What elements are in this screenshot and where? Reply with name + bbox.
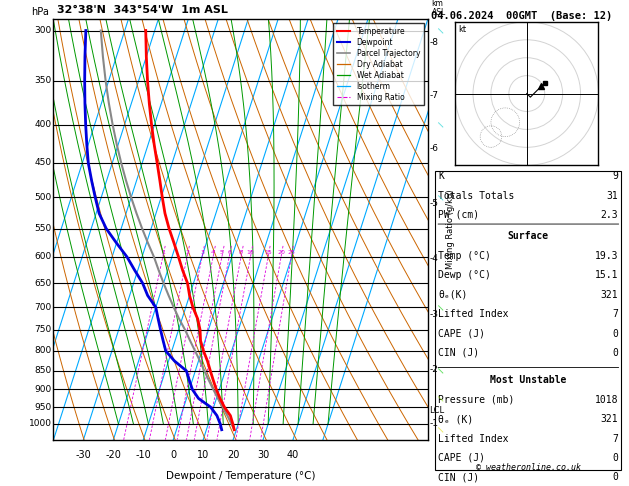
Text: Mixing Ratio (g/kg): Mixing Ratio (g/kg) (446, 190, 455, 269)
Text: 0: 0 (613, 329, 618, 339)
Text: kt: kt (459, 25, 467, 35)
Text: 0: 0 (613, 472, 618, 483)
Text: 600: 600 (35, 253, 52, 261)
Text: 350: 350 (35, 76, 52, 86)
Text: Dewpoint / Temperature (°C): Dewpoint / Temperature (°C) (166, 471, 315, 481)
Text: Pressure (mb): Pressure (mb) (438, 395, 515, 405)
Text: 0: 0 (613, 348, 618, 358)
Text: 20: 20 (277, 250, 285, 255)
Text: |: | (437, 367, 444, 374)
Text: |: | (437, 426, 444, 433)
Text: -8: -8 (430, 38, 438, 47)
Text: 1018: 1018 (595, 395, 618, 405)
Text: θₑ (K): θₑ (K) (438, 414, 474, 424)
Text: 950: 950 (35, 402, 52, 412)
Text: 321: 321 (601, 414, 618, 424)
Text: 7: 7 (613, 309, 618, 319)
Text: 550: 550 (35, 224, 52, 233)
Text: -3: -3 (430, 310, 438, 319)
Text: -4: -4 (430, 254, 438, 263)
Text: 850: 850 (35, 366, 52, 375)
Text: km
ASL: km ASL (431, 0, 446, 17)
Text: Lifted Index: Lifted Index (438, 434, 509, 444)
Text: 04.06.2024  00GMT  (Base: 12): 04.06.2024 00GMT (Base: 12) (431, 11, 612, 21)
Text: Lifted Index: Lifted Index (438, 309, 509, 319)
Text: 25: 25 (287, 250, 295, 255)
Text: CIN (J): CIN (J) (438, 472, 479, 483)
Text: |: | (437, 194, 444, 201)
Text: 400: 400 (35, 120, 52, 129)
Text: |: | (437, 395, 444, 402)
Text: 9: 9 (613, 171, 618, 181)
Text: -30: -30 (75, 451, 91, 460)
Text: 3: 3 (200, 250, 204, 255)
Text: 15: 15 (264, 250, 272, 255)
Text: 10: 10 (197, 451, 209, 460)
Text: 0: 0 (613, 453, 618, 463)
Text: 7: 7 (613, 434, 618, 444)
Text: 2.3: 2.3 (601, 210, 618, 220)
Text: 4: 4 (211, 250, 215, 255)
Text: Totals Totals: Totals Totals (438, 191, 515, 201)
Text: hPa: hPa (31, 7, 49, 17)
Text: 650: 650 (35, 278, 52, 288)
Legend: Temperature, Dewpoint, Parcel Trajectory, Dry Adiabat, Wet Adiabat, Isotherm, Mi: Temperature, Dewpoint, Parcel Trajectory… (333, 23, 424, 105)
Text: -5: -5 (430, 199, 438, 208)
Text: 32°38'N  343°54'W  1m ASL: 32°38'N 343°54'W 1m ASL (57, 5, 228, 15)
Text: © weatheronline.co.uk: © weatheronline.co.uk (476, 463, 581, 472)
Text: 321: 321 (601, 290, 618, 300)
Text: 450: 450 (35, 158, 52, 168)
Text: PW (cm): PW (cm) (438, 210, 479, 220)
Text: 800: 800 (35, 347, 52, 355)
Text: 1: 1 (161, 250, 165, 255)
Text: 0: 0 (170, 451, 176, 460)
Text: -2: -2 (430, 365, 438, 374)
Text: -10: -10 (135, 451, 151, 460)
Text: |: | (437, 304, 444, 311)
Text: 500: 500 (35, 193, 52, 202)
Text: 1000: 1000 (28, 419, 52, 428)
Text: 15.1: 15.1 (595, 270, 618, 280)
Text: 40: 40 (287, 451, 299, 460)
Text: -20: -20 (106, 451, 121, 460)
Text: 5: 5 (220, 250, 224, 255)
Text: 31: 31 (606, 191, 618, 201)
Text: -6: -6 (430, 144, 438, 154)
Text: CAPE (J): CAPE (J) (438, 329, 486, 339)
Text: CIN (J): CIN (J) (438, 348, 479, 358)
Text: Dewp (°C): Dewp (°C) (438, 270, 491, 280)
Text: 6: 6 (227, 250, 231, 255)
Text: 8: 8 (239, 250, 243, 255)
Text: 19.3: 19.3 (595, 251, 618, 261)
Text: 900: 900 (35, 385, 52, 394)
Text: CAPE (J): CAPE (J) (438, 453, 486, 463)
Text: -1: -1 (430, 419, 438, 428)
Text: |: | (437, 121, 444, 128)
Text: 2: 2 (185, 250, 189, 255)
Text: -7: -7 (430, 91, 438, 100)
Text: 30: 30 (257, 451, 269, 460)
Text: Surface: Surface (508, 231, 549, 242)
Text: 300: 300 (35, 26, 52, 35)
Text: θₑ(K): θₑ(K) (438, 290, 468, 300)
Text: Temp (°C): Temp (°C) (438, 251, 491, 261)
Text: Most Unstable: Most Unstable (490, 375, 567, 385)
Text: 20: 20 (227, 451, 239, 460)
Text: 10: 10 (247, 250, 254, 255)
Text: 700: 700 (35, 303, 52, 312)
Text: K: K (438, 171, 444, 181)
Text: LCL: LCL (430, 406, 445, 415)
Text: |: | (437, 27, 444, 34)
Text: 750: 750 (35, 326, 52, 334)
